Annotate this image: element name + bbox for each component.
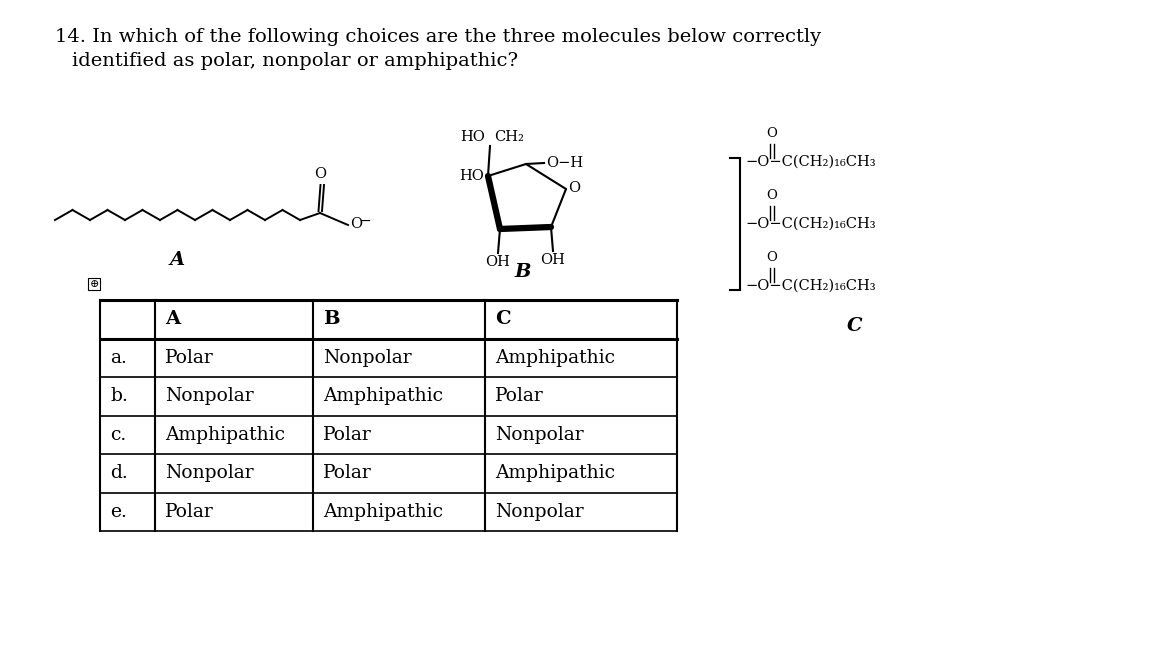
Text: B: B — [324, 310, 340, 328]
Text: ⊕: ⊕ — [89, 279, 98, 289]
Text: O: O — [568, 181, 580, 195]
Text: HO: HO — [460, 130, 485, 144]
Text: OH: OH — [486, 255, 510, 269]
Text: d.: d. — [110, 464, 127, 482]
Text: O: O — [766, 251, 778, 264]
Text: C: C — [495, 310, 510, 328]
Text: Polar: Polar — [165, 349, 214, 366]
Text: c.: c. — [110, 425, 126, 444]
Text: e.: e. — [110, 502, 127, 521]
Text: Amphipathic: Amphipathic — [165, 425, 285, 444]
Text: Nonpolar: Nonpolar — [165, 387, 253, 405]
Text: HO: HO — [459, 169, 484, 183]
Text: identified as polar, nonpolar or amphipathic?: identified as polar, nonpolar or amphipa… — [72, 52, 519, 70]
Text: −O−C(CH₂)₁₆CH₃: −O−C(CH₂)₁₆CH₃ — [745, 155, 876, 169]
Text: Nonpolar: Nonpolar — [165, 464, 253, 482]
Text: O: O — [350, 217, 362, 231]
Text: 14. In which of the following choices are the three molecules below correctly: 14. In which of the following choices ar… — [55, 28, 821, 46]
Text: B: B — [515, 263, 531, 281]
Text: a.: a. — [110, 349, 127, 366]
Text: Amphipathic: Amphipathic — [324, 387, 443, 405]
Text: Amphipathic: Amphipathic — [495, 349, 616, 366]
Text: Amphipathic: Amphipathic — [324, 502, 443, 521]
Text: CH₂: CH₂ — [494, 130, 524, 144]
Text: O: O — [766, 189, 778, 202]
Text: −: − — [360, 214, 371, 228]
Text: −O−C(CH₂)₁₆CH₃: −O−C(CH₂)₁₆CH₃ — [745, 279, 876, 293]
Text: b.: b. — [110, 387, 127, 405]
Text: Amphipathic: Amphipathic — [495, 464, 616, 482]
Text: O: O — [766, 127, 778, 140]
Text: Polar: Polar — [165, 502, 214, 521]
Text: Polar: Polar — [495, 387, 544, 405]
Text: Nonpolar: Nonpolar — [324, 349, 411, 366]
Text: O−H: O−H — [545, 156, 583, 170]
Text: OH: OH — [541, 253, 565, 267]
Text: C: C — [847, 317, 863, 335]
Text: Polar: Polar — [324, 464, 371, 482]
Text: Polar: Polar — [324, 425, 371, 444]
Text: O: O — [314, 167, 327, 181]
Text: Nonpolar: Nonpolar — [495, 425, 584, 444]
Text: −O−C(CH₂)₁₆CH₃: −O−C(CH₂)₁₆CH₃ — [745, 217, 876, 231]
Text: A: A — [165, 310, 180, 328]
Text: Nonpolar: Nonpolar — [495, 502, 584, 521]
Text: A: A — [169, 251, 185, 269]
